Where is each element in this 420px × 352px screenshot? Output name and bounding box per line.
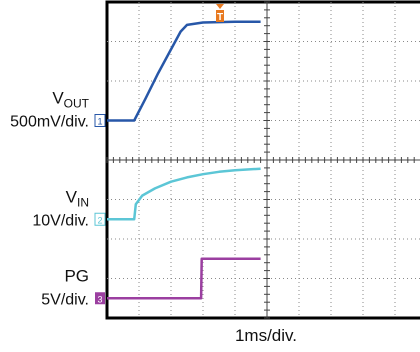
vin-name-label: VIN	[66, 187, 89, 209]
vin-name-subscript: IN	[77, 195, 89, 209]
vout-channel-marker	[94, 114, 106, 127]
trigger-marker-label: T	[217, 12, 223, 23]
vin-channel-number: 2	[97, 215, 102, 225]
trigger-marker	[216, 10, 224, 22]
pg-channel-marker	[95, 292, 105, 305]
vin-name-main: V	[66, 187, 78, 206]
vout-scale-label: 500mV/div.	[10, 114, 89, 131]
vin-scale-label: 10V/div.	[32, 212, 89, 229]
vin-trace	[107, 167, 261, 221]
vout-name-subscript: OUT	[64, 97, 90, 111]
pg-scale-label: 5V/div.	[41, 291, 89, 308]
vout-channel-number: 1	[97, 117, 102, 127]
trigger-arrow	[216, 4, 224, 9]
traces	[107, 20, 261, 300]
graticule	[106, 1, 420, 319]
pg-trace	[107, 257, 261, 300]
vin-channel-marker	[94, 212, 106, 226]
channel-markers: T 1 2 3	[94, 4, 224, 305]
pg-name-label: PG	[64, 266, 89, 285]
x-axis-label: 1ms/div.	[235, 326, 297, 345]
vout-trace	[107, 20, 261, 122]
vout-name-main: V	[52, 89, 64, 108]
pg-channel-number: 3	[97, 294, 102, 304]
vout-name-label: VOUT	[52, 89, 89, 111]
